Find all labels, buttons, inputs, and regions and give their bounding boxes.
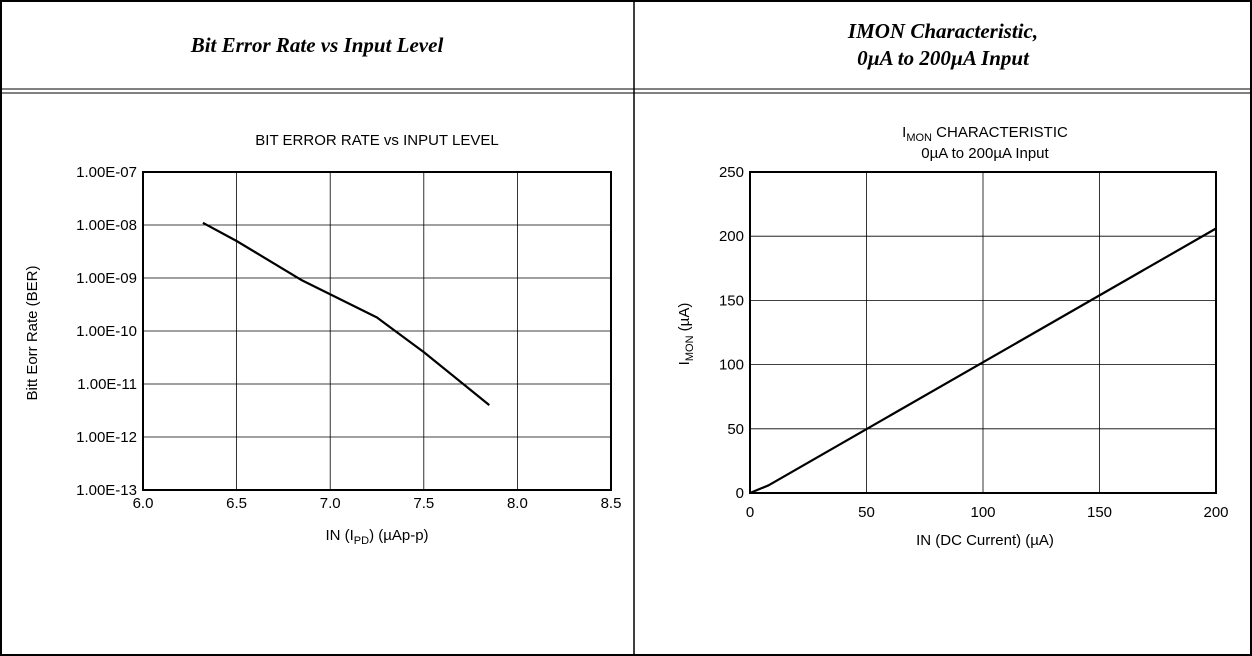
ber-y-tick-label: 1.00E-11	[77, 376, 137, 393]
ber-series-line	[202, 221, 490, 406]
imon-y-tick-labels: 0 50 100 150 200 250	[719, 164, 744, 502]
ber-y-tick-label: 1.00E-13	[76, 482, 137, 499]
header-right-title-line2: 0µA to 200µA Input	[857, 46, 1029, 70]
imon-chart-subtitle: 0µA to 200µA Input	[921, 145, 1049, 162]
imon-y-tick-label: 50	[727, 421, 744, 438]
imon-series	[749, 227, 1217, 495]
ber-y-tick-label: 1.00E-09	[76, 270, 137, 287]
ber-x-tick-label: 7.5	[413, 495, 434, 512]
ber-grid	[142, 171, 612, 491]
ber-y-tick-label: 1.00E-10	[76, 323, 137, 340]
ber-x-axis-label: IN (IPD) (µAp-p)	[325, 527, 428, 547]
ber-chart: BIT ERROR RATE vs INPUT LEVEL 1.00E-071.…	[24, 132, 622, 547]
ber-y-tick-label: 1.00E-12	[76, 429, 137, 446]
ber-chart-title: BIT ERROR RATE vs INPUT LEVEL	[255, 132, 498, 149]
ber-x-tick-label: 7.0	[320, 495, 341, 512]
ber-x-tick-label: 6.0	[133, 495, 154, 512]
ber-plot-area	[142, 171, 612, 491]
ber-x-tick-label: 8.5	[601, 495, 622, 512]
ber-y-tick-labels: 1.00E-07 1.00E-08 1.00E-09 1.00E-10 1.00E-11…	[76, 164, 137, 499]
imon-x-axis-label: IN (DC Current) (µA)	[916, 532, 1054, 549]
ber-y-tick-label: 1.00E-08	[76, 217, 137, 234]
ber-y-tick-label: 1.00E-07	[76, 164, 137, 181]
imon-x-tick-labels: 0 50 100 150 200	[746, 504, 1229, 521]
header-left-title: Bit Error Rate vs Input Level	[190, 32, 444, 57]
imon-x-tick-label: 150	[1087, 504, 1112, 521]
imon-x-tick-label: 50	[858, 504, 875, 521]
imon-grid	[749, 171, 1217, 494]
ber-x-tick-labels: 6.0 6.5 7.0 7.5 8.0 8.5	[133, 495, 622, 512]
ber-x-tick-label: 6.5	[226, 495, 247, 512]
imon-y-tick-label: 250	[719, 164, 744, 181]
header-cell-right: IMON Characteristic, 0µA to 200µA Input	[634, 1, 1252, 89]
header-cell-left: Bit Error Rate vs Input Level	[0, 1, 634, 89]
imon-chart: IMON CHARACTERISTIC 0µA to 200µA Input 0…	[676, 124, 1229, 549]
imon-y-tick-label: 0	[736, 485, 744, 502]
ber-y-axis-label: Bitt Eorr Rate (BER)	[24, 265, 41, 400]
imon-plot-area	[749, 171, 1217, 494]
imon-x-tick-label: 100	[970, 504, 995, 521]
imon-x-tick-label: 0	[746, 504, 754, 521]
imon-y-tick-label: 150	[719, 292, 744, 309]
imon-series-line	[749, 227, 1217, 495]
imon-x-tick-label: 200	[1203, 504, 1228, 521]
header-right-title-line1: IMON Characteristic,	[847, 19, 1039, 43]
imon-y-axis-label: IMON (µA)	[676, 303, 696, 366]
imon-chart-title: IMON CHARACTERISTIC	[902, 124, 1068, 144]
ber-x-tick-label: 8.0	[507, 495, 528, 512]
imon-y-tick-label: 100	[719, 357, 744, 374]
imon-y-tick-label: 200	[719, 228, 744, 245]
ber-series	[202, 221, 490, 406]
